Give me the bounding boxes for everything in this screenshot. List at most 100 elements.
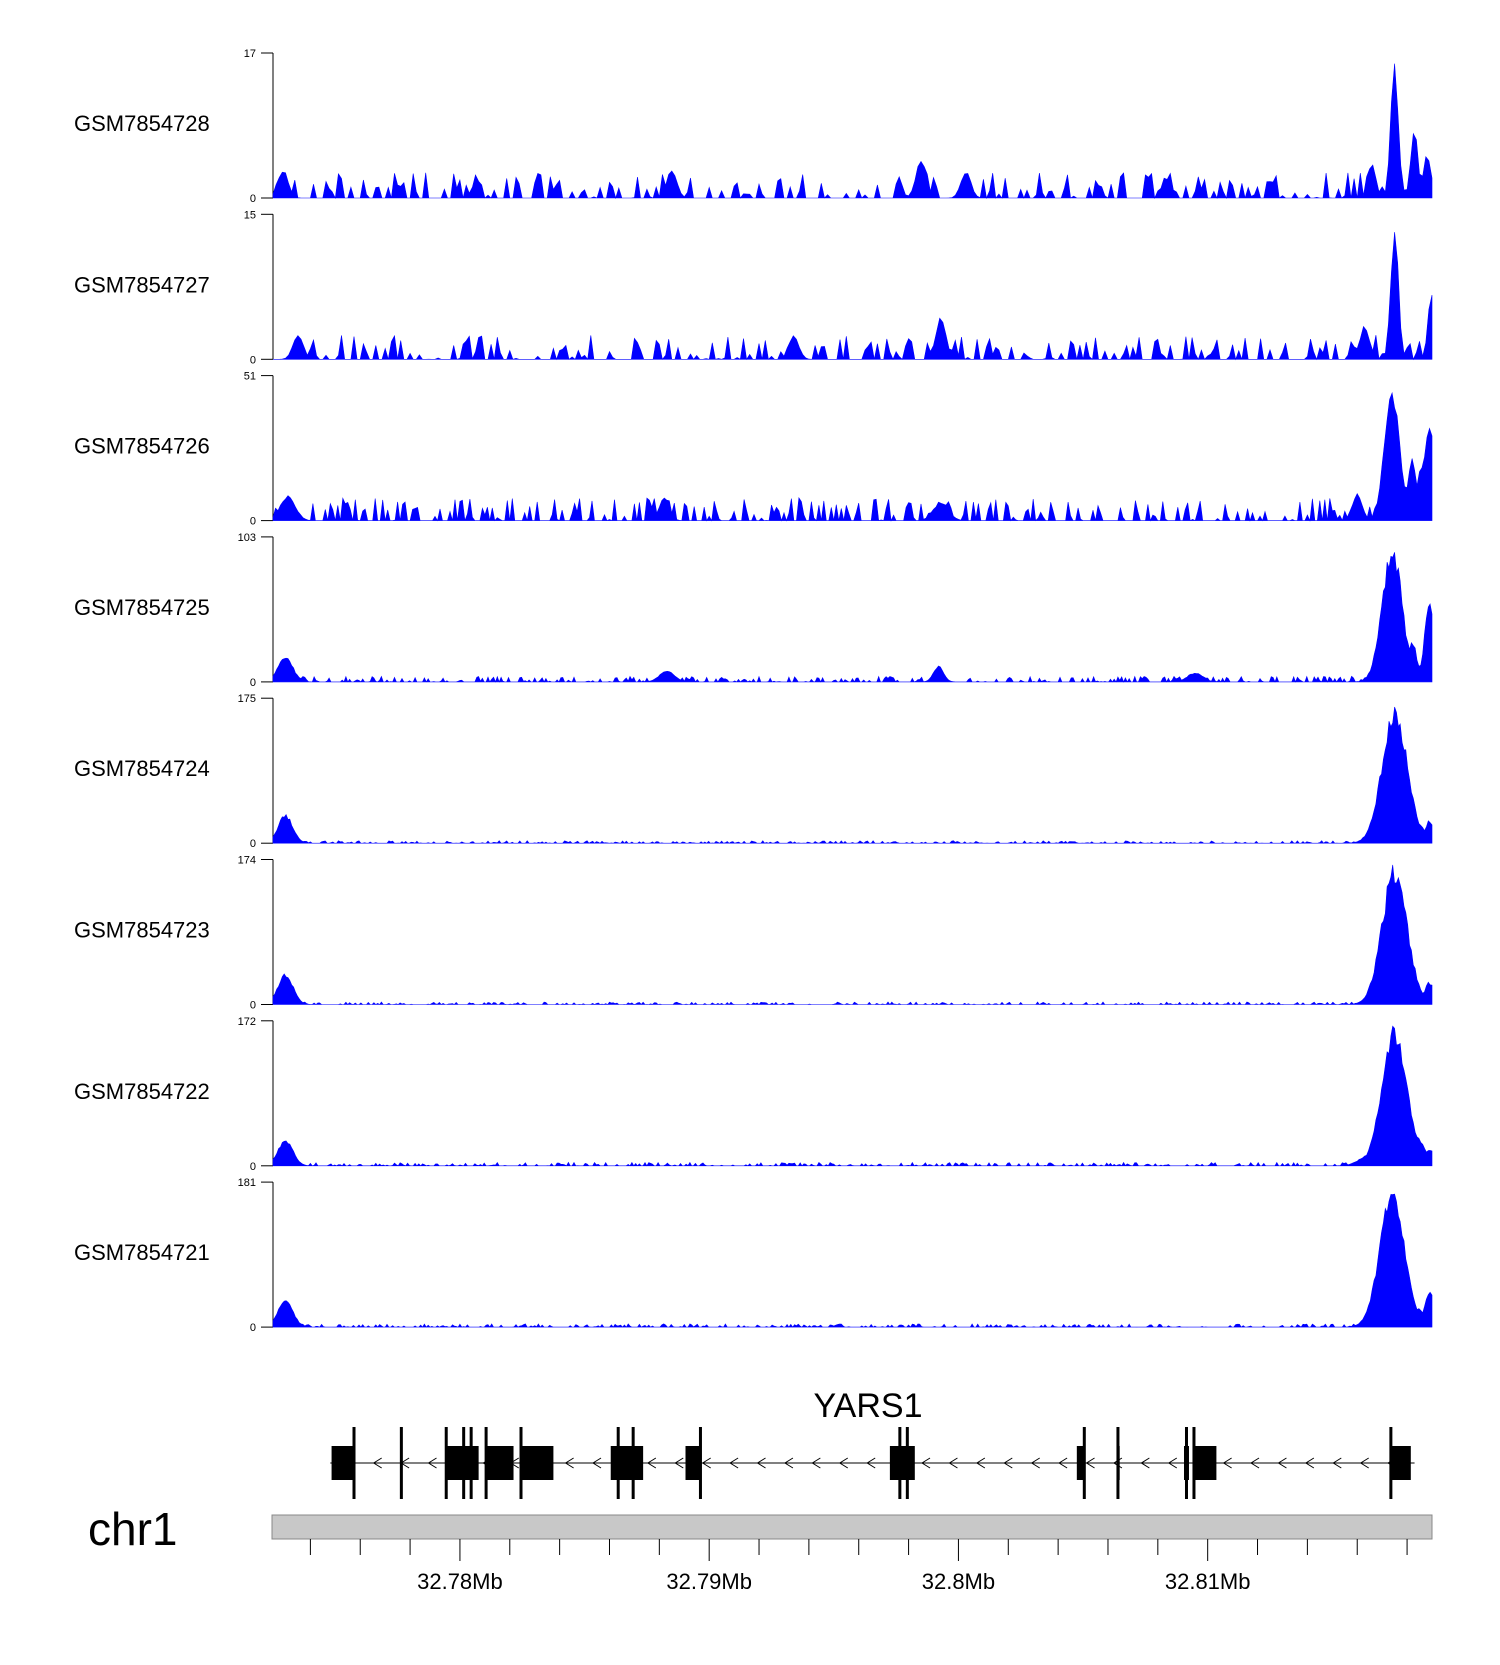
exon bbox=[685, 1446, 701, 1480]
exon-boundary bbox=[1192, 1427, 1196, 1499]
coverage-area bbox=[272, 864, 1433, 1005]
coverage-area bbox=[272, 1025, 1433, 1167]
strand-arrow bbox=[948, 1457, 958, 1469]
strand-arrow bbox=[921, 1457, 931, 1469]
y-axis-min-label: 0 bbox=[250, 838, 256, 850]
y-axis-min-label: 0 bbox=[250, 1000, 256, 1012]
y-axis-max-label: 172 bbox=[238, 1016, 256, 1028]
coverage-area bbox=[272, 391, 1433, 522]
coverage-area bbox=[272, 1193, 1433, 1328]
track-name: GSM7854725 bbox=[74, 595, 210, 620]
y-axis-min-label: 0 bbox=[250, 1161, 256, 1173]
strand-arrow bbox=[756, 1457, 766, 1469]
track-name: GSM7854726 bbox=[74, 434, 210, 459]
exon-boundary bbox=[399, 1427, 403, 1499]
exon-boundary bbox=[1082, 1427, 1086, 1499]
y-axis-max-label: 175 bbox=[238, 693, 256, 705]
coverage-area bbox=[273, 232, 1433, 361]
strand-arrow bbox=[866, 1457, 876, 1469]
track-GSM7854723: 174 0 GSM7854723 bbox=[74, 855, 1433, 1012]
exon-boundary bbox=[1389, 1427, 1393, 1499]
coverage-area bbox=[272, 552, 1433, 683]
exon-boundary bbox=[352, 1427, 356, 1499]
track-name: GSM7854728 bbox=[74, 111, 210, 136]
y-axis-min-label: 0 bbox=[250, 193, 256, 205]
exon-boundary bbox=[631, 1427, 635, 1499]
y-axis-min-label: 0 bbox=[250, 1322, 256, 1334]
exon bbox=[1076, 1446, 1085, 1480]
exon bbox=[1390, 1446, 1411, 1480]
strand-arrow bbox=[838, 1457, 849, 1469]
track-GSM7854721: 181 0 GSM7854721 bbox=[74, 1177, 1433, 1334]
y-axis-max-label: 15 bbox=[244, 209, 256, 221]
strand-arrow bbox=[1332, 1457, 1342, 1469]
x-axis-tick-label: 32.81Mb bbox=[1165, 1569, 1251, 1594]
y-axis-max-label: 51 bbox=[244, 371, 256, 383]
strand-arrow bbox=[701, 1457, 711, 1469]
coverage-area bbox=[272, 706, 1433, 844]
x-axis-tick-label: 32.79Mb bbox=[666, 1569, 752, 1594]
strand-arrow bbox=[1277, 1457, 1287, 1469]
exon bbox=[1193, 1446, 1217, 1480]
strand-arrow bbox=[1030, 1457, 1040, 1469]
chromosome-axis: chr1 bbox=[88, 1503, 1433, 1555]
exon bbox=[486, 1446, 514, 1480]
strand-arrow bbox=[1304, 1457, 1315, 1469]
strand-arrow bbox=[1058, 1457, 1068, 1469]
strand-arrow bbox=[1250, 1457, 1260, 1469]
coverage-area bbox=[272, 63, 1433, 200]
track-name: GSM7854722 bbox=[74, 1079, 210, 1104]
exon bbox=[521, 1446, 554, 1480]
strand-arrow bbox=[564, 1457, 574, 1469]
x-axis-tick-label: 32.78Mb bbox=[417, 1569, 503, 1594]
y-axis-max-label: 174 bbox=[238, 855, 256, 867]
exon bbox=[889, 1446, 915, 1480]
exon bbox=[610, 1446, 644, 1480]
strand-arrow bbox=[1140, 1457, 1150, 1469]
strand-arrow bbox=[811, 1457, 821, 1469]
y-axis-max-label: 17 bbox=[244, 48, 256, 60]
track-GSM7854726: 51 0 GSM7854726 bbox=[74, 371, 1433, 528]
exon-boundary bbox=[905, 1427, 909, 1499]
exon-boundary bbox=[462, 1427, 466, 1499]
x-axis: 32.78Mb 32.79Mb 32.8Mb 32.81Mb bbox=[309, 1539, 1408, 1594]
chromosome-label: chr1 bbox=[88, 1503, 177, 1555]
track-GSM7854728: 17 0 GSM7854728 bbox=[74, 48, 1433, 205]
strand-arrow bbox=[427, 1457, 437, 1469]
strand-arrow bbox=[372, 1457, 382, 1469]
track-GSM7854722: 172 0 GSM7854722 bbox=[74, 1016, 1433, 1173]
y-axis-max-label: 103 bbox=[238, 532, 256, 544]
exon-boundary bbox=[469, 1427, 473, 1499]
strand-arrow bbox=[1359, 1457, 1369, 1469]
y-axis-min-label: 0 bbox=[250, 677, 256, 689]
track-GSM7854724: 175 0 GSM7854724 bbox=[74, 693, 1433, 850]
strand-arrow bbox=[975, 1457, 986, 1469]
exon-boundary bbox=[698, 1427, 702, 1499]
y-axis-min-label: 0 bbox=[250, 516, 256, 528]
strand-arrow bbox=[1167, 1457, 1178, 1469]
track-GSM7854725: 103 0 GSM7854725 bbox=[74, 532, 1433, 689]
x-axis-tick-label: 32.8Mb bbox=[922, 1569, 995, 1594]
exon-boundary bbox=[616, 1427, 620, 1499]
strand-arrow bbox=[674, 1457, 684, 1469]
strand-arrow bbox=[783, 1457, 794, 1469]
strand-arrow bbox=[1085, 1457, 1095, 1469]
track-name: GSM7854721 bbox=[74, 1240, 210, 1265]
track-GSM7854727: 15 0 GSM7854727 bbox=[74, 209, 1433, 366]
gene-label: YARS1 bbox=[814, 1387, 923, 1425]
exon-boundary bbox=[1116, 1427, 1120, 1499]
chromosome-band bbox=[271, 1514, 1433, 1540]
exon bbox=[331, 1446, 355, 1480]
coverage-tracks: 17 0 GSM7854728 15 0 GSM7854727 51 0 GSM7854726 1… bbox=[74, 48, 1433, 1334]
strand-arrow bbox=[1222, 1457, 1232, 1469]
strand-arrow bbox=[729, 1457, 739, 1469]
strand-arrow bbox=[592, 1457, 602, 1469]
exon-boundary bbox=[444, 1427, 448, 1499]
strand-arrow bbox=[646, 1457, 657, 1469]
gene-track: YARS1 bbox=[330, 1387, 1415, 1499]
exon-boundary bbox=[484, 1427, 488, 1499]
strand-arrow bbox=[1003, 1457, 1013, 1469]
exon-boundary bbox=[1184, 1427, 1188, 1499]
